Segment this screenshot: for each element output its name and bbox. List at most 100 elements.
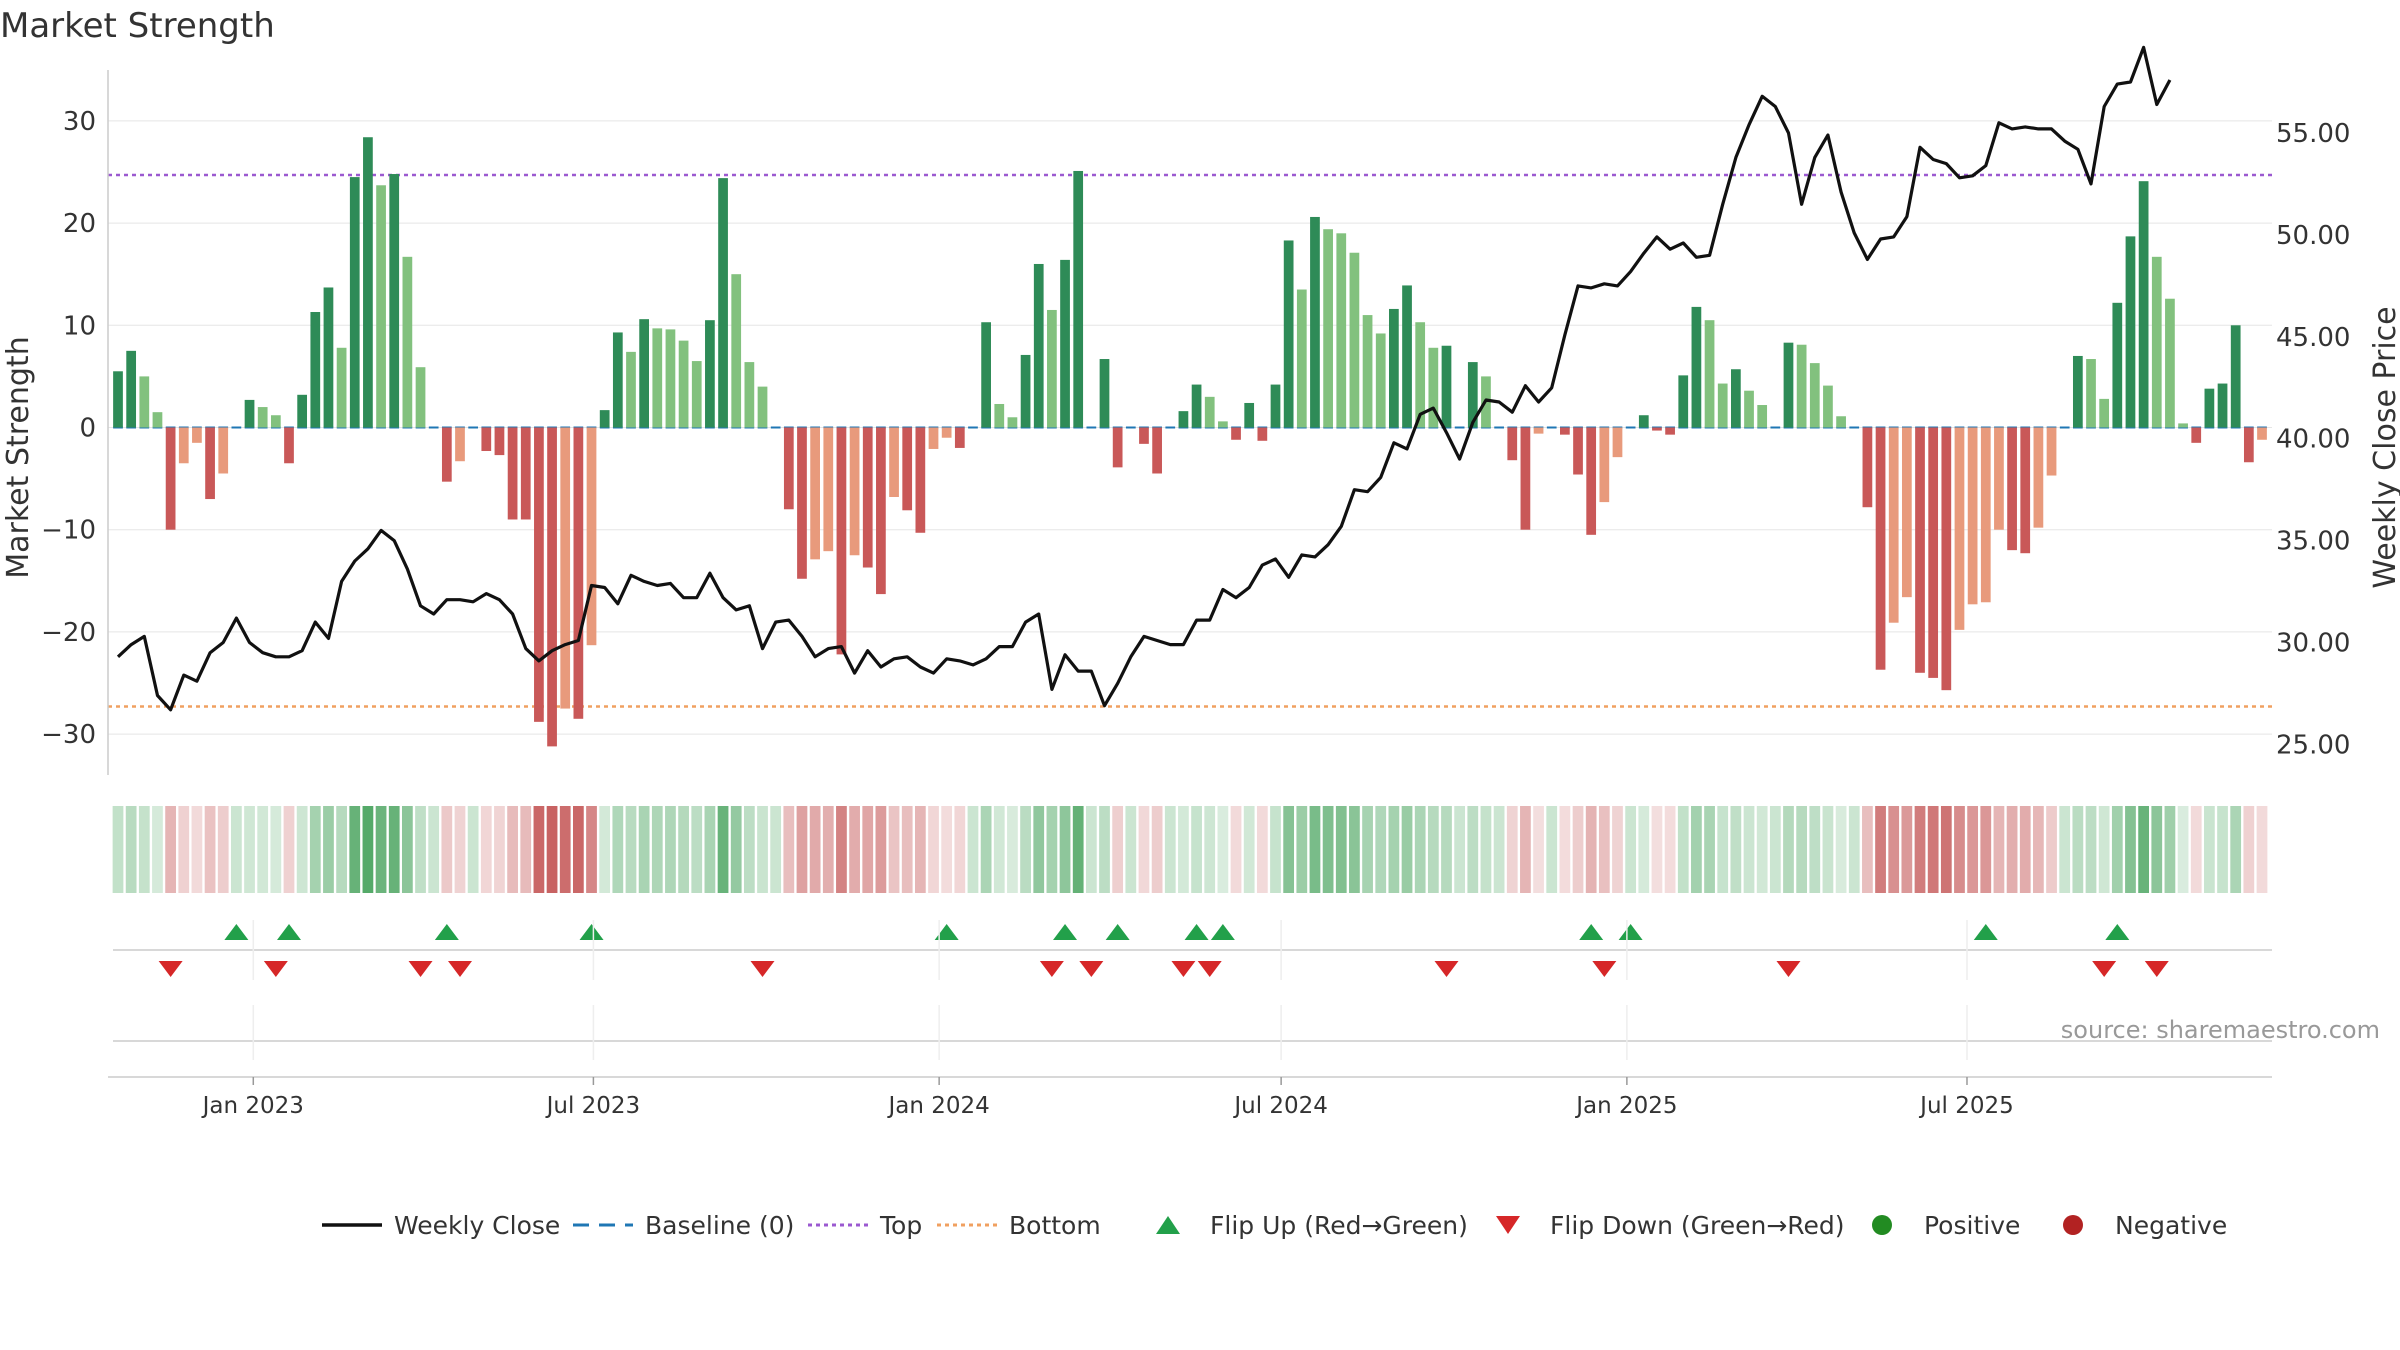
strength-bar (270, 415, 281, 428)
heat-cell (2243, 806, 2255, 893)
heat-cell (1875, 806, 1886, 893)
heat-cell (2217, 806, 2228, 893)
strength-bar (1099, 359, 1110, 428)
strength-bar (244, 399, 255, 428)
heat-cell (1888, 806, 1900, 893)
heat-cell (2138, 806, 2149, 893)
legend-label: Flip Down (Green→Red) (1550, 1211, 1845, 1240)
heat-cell (651, 806, 663, 893)
strength-bar (1415, 322, 1426, 428)
heat-cell (1085, 806, 1097, 893)
flip-down-marker (1039, 961, 1064, 977)
strength-bar (889, 427, 899, 497)
heat-cell (1125, 806, 1137, 893)
heat-cell (231, 806, 242, 893)
heat-cell (2019, 806, 2031, 893)
heat-cell (2072, 806, 2084, 893)
heat-cell (2033, 806, 2044, 893)
right-tick-label: 55.00 (2276, 119, 2350, 149)
strength-bar (2099, 398, 2110, 428)
heat-cell (1572, 806, 1584, 893)
strength-bar (2112, 302, 2123, 428)
heat-cell (1769, 806, 1781, 893)
heat-cell (1954, 806, 1965, 893)
flip-up-marker (1184, 924, 1209, 940)
heat-cell (441, 806, 453, 893)
flip-up-marker (1973, 924, 1998, 940)
heat-cell (270, 806, 282, 893)
heat-cell (1138, 806, 1150, 893)
flip-up-marker (1579, 924, 1604, 940)
heat-cell (1033, 806, 1045, 893)
strength-bar (494, 427, 505, 456)
strength-bar (573, 427, 584, 719)
heat-cell (191, 806, 203, 893)
heat-cell (1480, 806, 1492, 893)
heat-cell (586, 806, 597, 893)
strength-bar (402, 256, 413, 428)
heat-cell (1072, 806, 1084, 893)
strength-bar (2072, 355, 2083, 428)
heat-cell (704, 806, 716, 893)
heat-cell (1414, 806, 1426, 893)
strength-bar (1178, 411, 1189, 428)
strength-bar (797, 427, 807, 579)
strength-bar (2046, 427, 2057, 476)
heat-cell (1585, 806, 1597, 893)
legend-swatch-up (1156, 1216, 1180, 1234)
flip-down-marker (1171, 961, 1196, 977)
strength-bar (599, 410, 610, 428)
strength-bars (113, 137, 2267, 747)
strength-bar (376, 185, 386, 428)
weekly-close-line (116, 45, 2172, 712)
strength-bar (1678, 375, 1689, 428)
heat-cell (678, 806, 689, 893)
flip-up-marker (2105, 924, 2130, 940)
heat-cell (283, 806, 295, 893)
strength-bar (1744, 390, 1754, 428)
heat-cell (1927, 806, 1939, 893)
strength-bar (639, 319, 650, 428)
axes: 30 20 10 0 −10 −20 −30 55.00 50.00 45.00 40.00 35.0… (1, 70, 2400, 775)
strength-bar (1836, 416, 1846, 428)
strength-bar (652, 328, 663, 428)
strength-bar (126, 350, 137, 428)
heat-cell (494, 806, 505, 893)
flip-down-marker (1197, 961, 1222, 977)
flip-up-marker (434, 924, 459, 940)
legend-label: Weekly Close (394, 1211, 560, 1240)
heat-cell (875, 806, 887, 893)
legend-item: Negative (2063, 1211, 2227, 1240)
strength-bar (534, 427, 544, 722)
heat-cell (546, 806, 558, 893)
strength-bar (1823, 385, 1833, 428)
heat-cell (388, 806, 400, 893)
heat-cell (533, 806, 545, 893)
strength-bar (1362, 315, 1373, 428)
heat-cell (612, 806, 624, 893)
strength-bar (810, 427, 820, 560)
strength-bar (1691, 306, 1702, 428)
heat-cell (1756, 806, 1768, 893)
flip-down-marker (1592, 961, 1617, 977)
legend-label: Positive (1924, 1211, 2020, 1240)
strength-bar (481, 427, 492, 452)
heat-cell (1007, 806, 1018, 893)
strength-bar (560, 427, 571, 709)
legend-swatch-down (1496, 1216, 1520, 1234)
heat-cell (2085, 806, 2097, 893)
strength-bar (849, 427, 860, 556)
strength-bar (2086, 359, 2096, 428)
strength-bar (310, 312, 321, 428)
x-tick-label: Jan 2023 (201, 1093, 304, 1119)
strength-bar (1112, 427, 1123, 468)
legend-swatch-negative (2063, 1215, 2083, 1235)
heat-cell (1046, 806, 1058, 893)
reference-lines (108, 173, 2272, 708)
x-axis: Jan 2023 Jul 2023 Jan 2024 Jul 2024 Jan 2025… (108, 920, 2272, 1119)
heat-cell (520, 806, 532, 893)
strength-bar (1783, 342, 1794, 428)
heat-cell (112, 806, 124, 893)
legend-label: Flip Up (Red→Green) (1210, 1211, 1468, 1240)
strength-bar (1520, 427, 1531, 530)
